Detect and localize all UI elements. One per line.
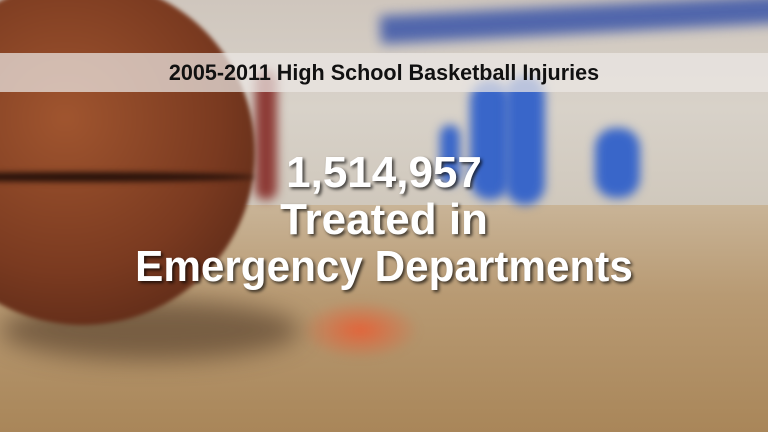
floor-reflection [300, 300, 420, 360]
basketball-seam [0, 172, 255, 182]
player [505, 75, 545, 205]
title: 2005-2011 High School Basketball Injurie… [168, 60, 600, 85]
player [470, 80, 510, 200]
stat-line-2: Treated in [280, 195, 488, 244]
stat-line-3: Emergency Departments [135, 242, 633, 291]
player [440, 125, 460, 185]
player [595, 128, 640, 198]
stat-number: 1,514,957 [286, 148, 482, 197]
player [255, 70, 277, 200]
title-band [0, 53, 768, 92]
